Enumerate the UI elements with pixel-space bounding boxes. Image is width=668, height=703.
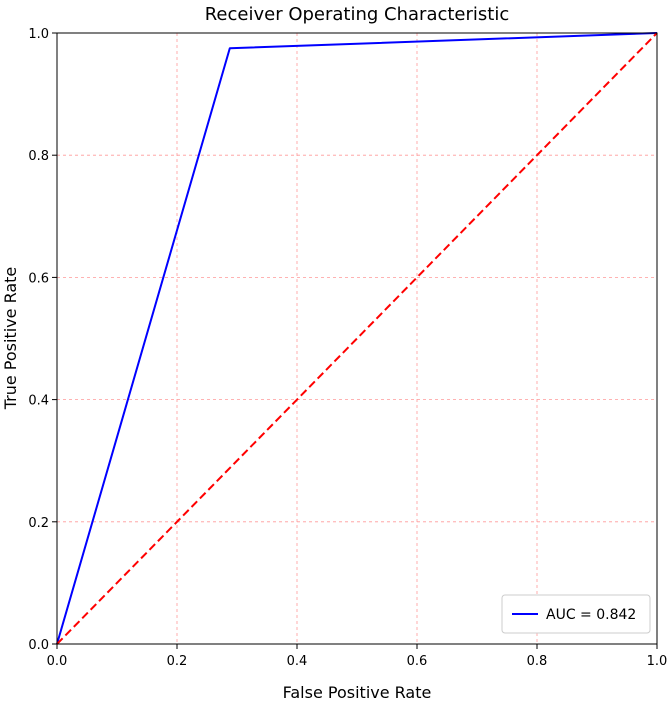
x-tick-label: 0.4	[287, 654, 308, 669]
x-tick-label: 0.0	[47, 654, 68, 669]
diagonal-reference-line	[56, 32, 658, 645]
x-axis-label: False Positive Rate	[283, 683, 432, 702]
y-tick-label: 0.2	[28, 516, 49, 531]
legend-label-auc: AUC = 0.842	[546, 607, 636, 623]
legend: AUC = 0.842	[501, 594, 651, 634]
y-tick-label: 0.0	[28, 638, 49, 653]
y-axis-ticks: 0.0 0.2 0.4 0.6 0.8 1.0	[28, 27, 57, 653]
y-axis-label: True Positive Rate	[1, 267, 20, 411]
plot-frame	[56, 32, 658, 645]
y-tick-label: 0.6	[28, 271, 49, 286]
x-tick-label: 0.6	[407, 654, 428, 669]
legend-box	[501, 594, 651, 634]
x-axis-ticks: 0.0 0.2 0.4 0.6 0.8 1.0	[47, 644, 668, 669]
y-tick-label: 0.8	[28, 149, 49, 164]
chart-title: Receiver Operating Characteristic	[205, 4, 510, 25]
series-layer	[56, 32, 658, 645]
x-tick-label: 1.0	[647, 654, 668, 669]
x-tick-label: 0.8	[527, 654, 548, 669]
roc-curve-line	[56, 32, 658, 645]
y-tick-label: 1.0	[28, 27, 49, 42]
y-tick-label: 0.4	[28, 394, 49, 409]
x-tick-label: 0.2	[167, 654, 188, 669]
